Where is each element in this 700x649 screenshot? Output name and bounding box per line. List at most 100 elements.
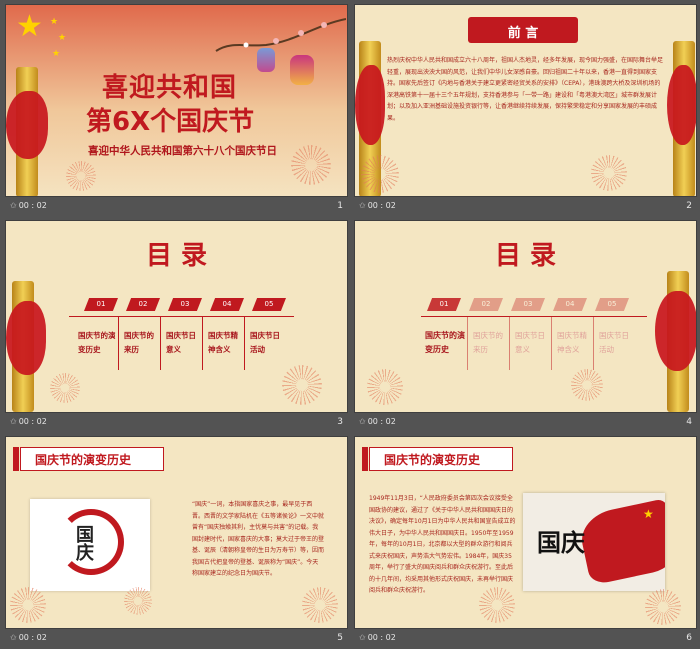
firework-icon — [367, 369, 403, 405]
slide-5-number: 5 — [337, 633, 343, 643]
toc-tab-4: 04 — [553, 298, 587, 311]
slide-4-heading: 目 录 — [495, 241, 557, 271]
toc-divider — [160, 316, 161, 370]
slide-2-canvas: 前 言 热烈庆祝中华人民共和国成立六十八周年，祖国人杰地灵，经多年发展，现今国力… — [354, 4, 697, 197]
firework-icon — [591, 155, 627, 191]
slide-6-duration: ✩ 00 : 02 — [359, 633, 396, 642]
toc-tab-2: 02 — [126, 298, 160, 311]
slide-1-canvas: ★ ★ ★ ★ 喜迎共和国 第6X个国庆节 喜迎中华人民共和国第六十八个国庆节日 — [5, 4, 348, 197]
toc-item-2: 国庆节的来历 — [473, 331, 503, 354]
toc-tab-1: 01 — [427, 298, 461, 311]
slide-4-footer: ✩ 00 : 02 4 — [355, 417, 696, 433]
transition-star-icon: ✩ — [359, 633, 366, 642]
toc-tab-5: 05 — [595, 298, 629, 311]
slide-1-duration: ✩ 00 : 02 — [10, 201, 47, 210]
brush-circle-icon — [58, 509, 124, 575]
slide-1-footer: ✩ 00 : 02 1 — [6, 201, 347, 217]
slide-4-duration: ✩ 00 : 02 — [359, 417, 396, 426]
firework-icon — [50, 373, 80, 403]
toc-item-1-active: 国庆节的演变历史 — [425, 331, 465, 354]
transition-star-icon: ✩ — [359, 201, 366, 210]
toc-tab-3: 03 — [168, 298, 202, 311]
slide-thumbnail-6[interactable]: 国庆节的演变历史 1949年11月3日，“人民政府委员会第四次会议接受全国政协的… — [354, 436, 697, 649]
lantern-icon — [290, 55, 314, 85]
guoqing-brush-image: 国庆 — [30, 499, 150, 591]
lantern-icon — [257, 48, 275, 72]
toc-divider — [467, 316, 468, 370]
toc-item-4: 国庆节精神含义 — [557, 331, 587, 354]
slide-5-body: “国庆”一词，本指国家喜庆之事，最早见于西晋。西晋的文学家陆机在《五等诸侯论》一… — [192, 501, 325, 577]
slide-2-heading: 前 言 — [507, 26, 539, 41]
transition-star-icon: ✩ — [359, 417, 366, 426]
red-ribbon-icon — [655, 291, 696, 371]
star-icon: ★ — [52, 49, 61, 59]
slide-2-number: 2 — [686, 201, 692, 211]
slide-thumbnail-4[interactable]: 目 录 01 02 03 04 05 国庆节的演变历史 国庆节的来历 国庆节日意… — [354, 220, 697, 433]
firework-icon — [361, 155, 399, 193]
slide-3-duration: ✩ 00 : 02 — [10, 417, 47, 426]
heading-marker — [13, 447, 19, 471]
transition-star-icon: ✩ — [10, 417, 17, 426]
slide-3-heading: 目 录 — [146, 241, 208, 271]
guoqing-calligraphy: 国庆 — [73, 525, 94, 561]
slide-4-canvas: 目 录 01 02 03 04 05 国庆节的演变历史 国庆节的来历 国庆节日意… — [354, 220, 697, 413]
slide-5-footer: ✩ 00 : 02 5 — [6, 633, 347, 649]
toc-item-3: 国庆节日意义 — [166, 331, 196, 354]
star-icon: ★ — [16, 9, 43, 44]
toc-tab-3: 03 — [511, 298, 545, 311]
toc-tab-5: 05 — [252, 298, 286, 311]
red-ribbon-icon — [667, 65, 696, 145]
slide-5-canvas: 国庆节的演变历史 国庆 “国庆”一词，本指国家喜庆之事，最早见于西晋。西晋的文学… — [5, 436, 348, 629]
slide-6-number: 6 — [686, 633, 692, 643]
toc-divider — [202, 316, 203, 370]
toc-divider — [244, 316, 245, 370]
toc-item-3: 国庆节日意义 — [515, 331, 545, 354]
firework-icon — [645, 589, 681, 625]
toc-item-5: 国庆节日活动 — [250, 331, 280, 354]
toc-item-4: 国庆节精神含义 — [208, 331, 238, 354]
star-icon: ★ — [58, 33, 67, 43]
slide-2-footer: ✩ 00 : 02 2 — [355, 201, 696, 217]
red-ribbon-icon — [355, 65, 385, 145]
toc-divider — [551, 316, 552, 370]
toc-item-2: 国庆节的来历 — [124, 331, 154, 354]
transition-star-icon: ✩ — [10, 633, 17, 642]
slide-2-body: 热烈庆祝中华人民共和国成立六十八周年，祖国人杰地灵，经多年发展，现今国力强盛，在… — [387, 57, 664, 122]
guoqing-calligraphy: 国庆 — [537, 528, 585, 557]
slide-3-number: 3 — [337, 417, 343, 427]
slide-6-canvas: 国庆节的演变历史 1949年11月3日，“人民政府委员会第四次会议接受全国政协的… — [354, 436, 697, 629]
slide-5-heading-box: 国庆节的演变历史 — [13, 447, 164, 471]
slide-3-canvas: 目 录 01 02 03 04 05 国庆节的演变历史 国庆节的来历 国庆节日意… — [5, 220, 348, 413]
slide-thumbnail-5[interactable]: 国庆节的演变历史 国庆 “国庆”一词，本指国家喜庆之事，最早见于西晋。西晋的文学… — [5, 436, 348, 649]
firework-icon — [571, 369, 603, 401]
slide-thumbnail-2[interactable]: 前 言 热烈庆祝中华人民共和国成立六十八周年，祖国人杰地灵，经多年发展，现今国力… — [354, 4, 697, 217]
slide-5-duration: ✩ 00 : 02 — [10, 633, 47, 642]
slide-1-subtitle: 喜迎中华人民共和国第六十八个国庆节日 — [88, 145, 277, 157]
slide-6-body: 1949年11月3日，“人民政府委员会第四次会议接受全国政协的建议，通过了《关于… — [369, 495, 516, 594]
slide-6-heading: 国庆节的演变历史 — [384, 453, 481, 467]
toc-divider — [593, 316, 594, 370]
star-icon: ★ — [50, 17, 59, 27]
toc-tab-4: 04 — [210, 298, 244, 311]
firework-icon — [291, 145, 331, 185]
toc-line — [69, 316, 294, 317]
slide-thumbnail-3[interactable]: 目 录 01 02 03 04 05 国庆节的演变历史 国庆节的来历 国庆节日意… — [5, 220, 348, 433]
red-ribbon-icon — [6, 301, 46, 375]
slide-2-duration: ✩ 00 : 02 — [359, 201, 396, 210]
toc-tab-1: 01 — [84, 298, 118, 311]
firework-icon — [124, 587, 152, 615]
firework-icon — [282, 365, 322, 405]
slide-3-footer: ✩ 00 : 02 3 — [6, 417, 347, 433]
slide-1-title-line2: 第6X个国庆节 — [86, 107, 255, 137]
slide-5-heading: 国庆节的演变历史 — [35, 453, 132, 467]
firework-icon — [479, 587, 515, 623]
toc-item-5: 国庆节日活动 — [599, 331, 629, 354]
toc-item-1: 国庆节的演变历史 — [78, 331, 116, 354]
slide-6-footer: ✩ 00 : 02 6 — [355, 633, 696, 649]
toc-tab-2: 02 — [469, 298, 503, 311]
slide-2-heading-box: 前 言 — [468, 17, 578, 43]
flag-star-icon: ★ — [643, 507, 654, 521]
firework-icon — [66, 161, 96, 191]
slide-thumbnail-1[interactable]: ★ ★ ★ ★ 喜迎共和国 第6X个国庆节 喜迎中华人民共和国第六十八个国庆节日… — [5, 4, 348, 217]
slide-1-title-line1: 喜迎共和国 — [102, 73, 238, 103]
